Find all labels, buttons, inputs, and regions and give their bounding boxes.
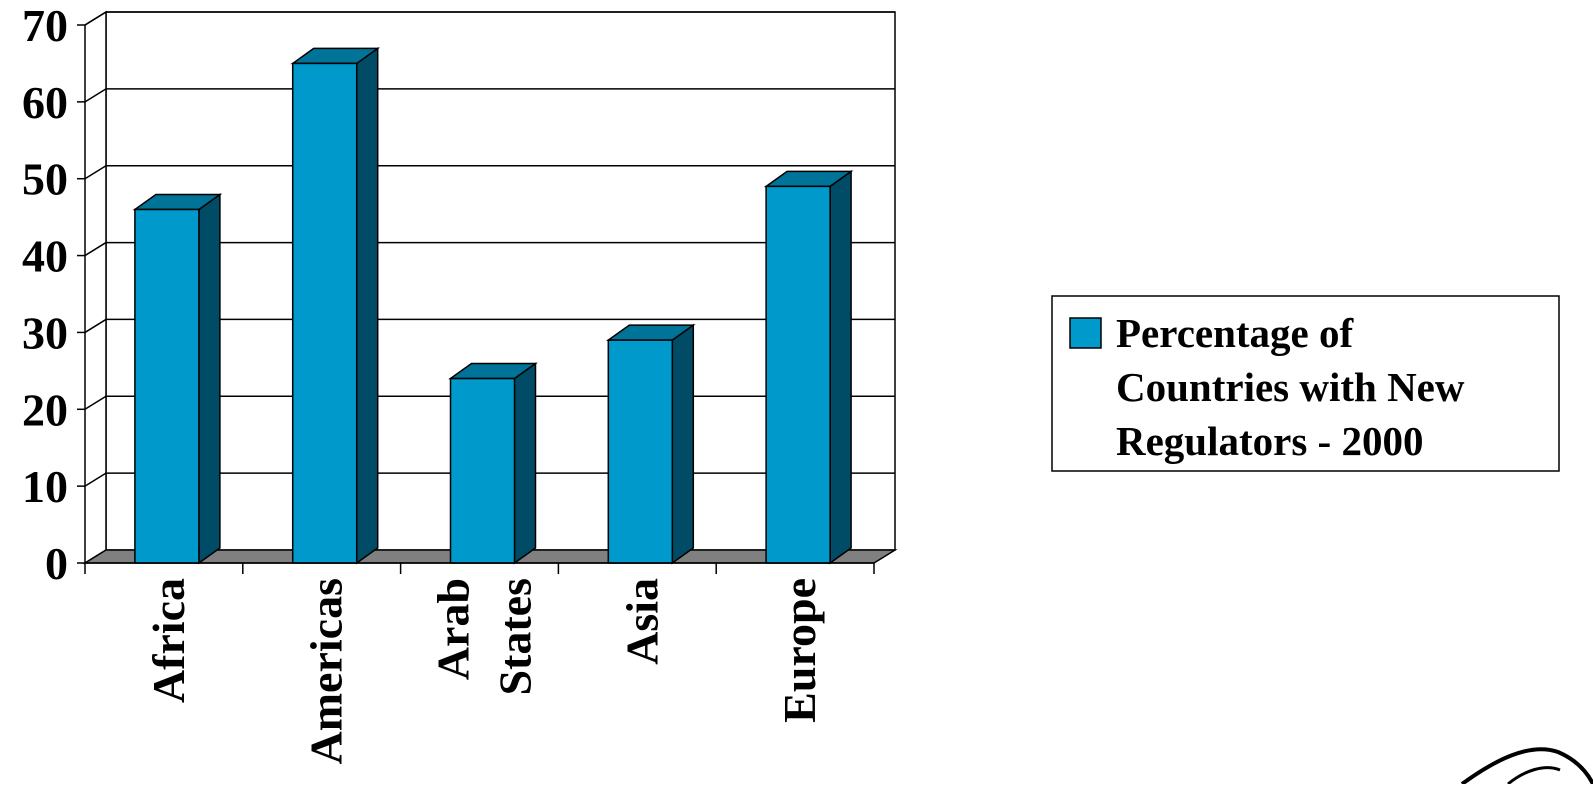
category-label: Asia bbox=[616, 578, 667, 665]
legend-swatch bbox=[1069, 317, 1102, 349]
gridline-side bbox=[84, 165, 107, 180]
category-label: Americas bbox=[301, 578, 352, 764]
gridline-side bbox=[84, 88, 107, 103]
y-tick-label: 30 bbox=[22, 307, 68, 358]
bar-side bbox=[513, 362, 537, 565]
gridline-side bbox=[84, 11, 107, 26]
bar-side bbox=[355, 46, 379, 565]
y-tick-label: 10 bbox=[22, 461, 68, 512]
bar bbox=[607, 339, 674, 564]
category-label: Europe bbox=[774, 578, 825, 723]
legend-label: Countries with New bbox=[1116, 364, 1465, 410]
y-tick-label: 20 bbox=[22, 384, 68, 435]
legend-label: Percentage of bbox=[1116, 310, 1354, 356]
y-tick-label: 0 bbox=[45, 538, 68, 589]
y-tick-label: 70 bbox=[22, 0, 68, 51]
bar bbox=[291, 62, 358, 564]
y-tick-label: 60 bbox=[22, 77, 68, 128]
category-label: States bbox=[490, 578, 541, 696]
logo-fragment bbox=[1460, 747, 1593, 786]
legend-box bbox=[1051, 295, 1560, 472]
gridline-side bbox=[84, 472, 107, 487]
bar bbox=[134, 208, 200, 564]
y-tick-label: 50 bbox=[22, 154, 68, 205]
bar-side bbox=[829, 169, 852, 565]
bar bbox=[449, 377, 516, 564]
bar bbox=[765, 185, 831, 564]
gridline-side bbox=[84, 318, 107, 334]
gridline-side bbox=[84, 395, 107, 410]
category-label: Africa bbox=[143, 578, 194, 703]
y-tick-label: 40 bbox=[22, 231, 68, 282]
bar-side bbox=[198, 192, 221, 565]
gridline-side bbox=[84, 241, 107, 257]
legend-label: Regulators - 2000 bbox=[1116, 418, 1423, 464]
logo-fragment bbox=[1507, 766, 1561, 786]
category-label: Arab bbox=[428, 578, 479, 680]
bar-side bbox=[671, 323, 695, 565]
